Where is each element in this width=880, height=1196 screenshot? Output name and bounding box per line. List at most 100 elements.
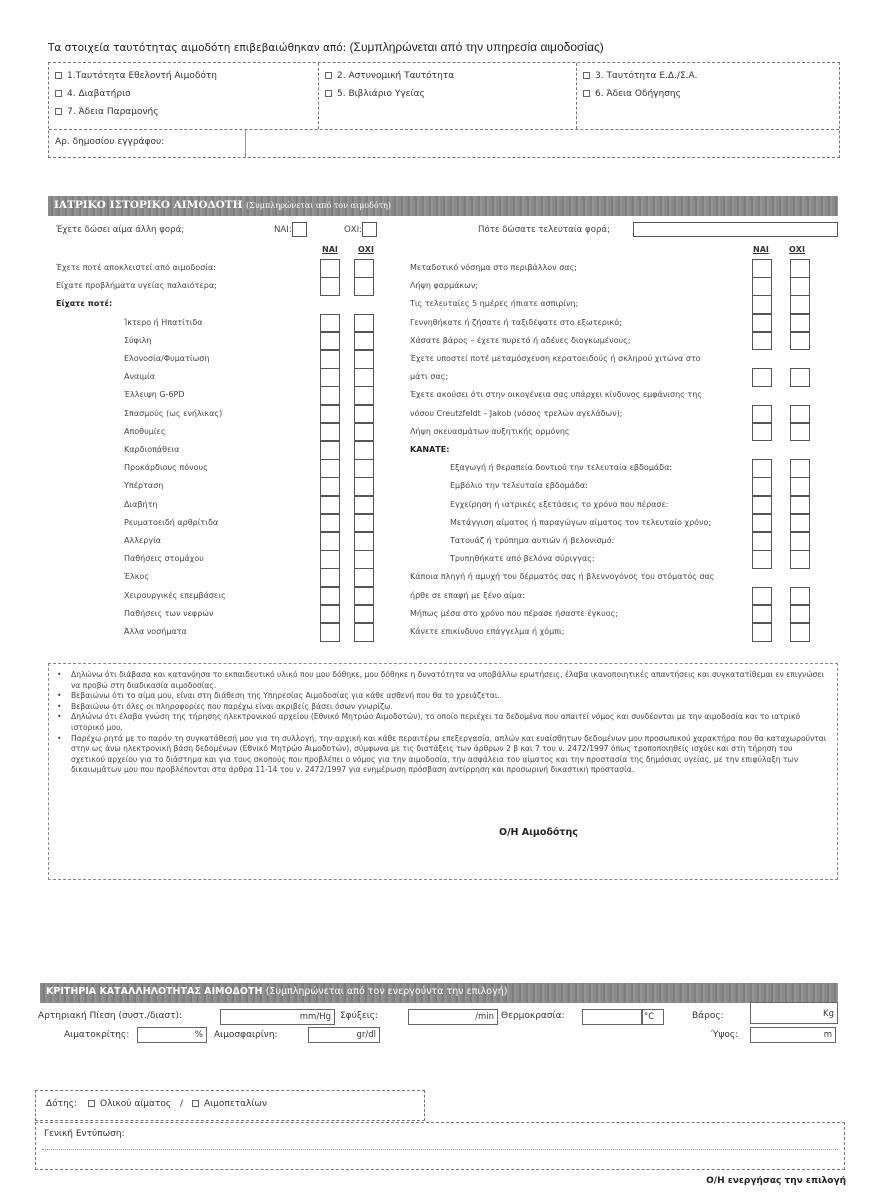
right_rows-no-checkbox[interactable]: [790, 550, 810, 569]
right_rows-yes-checkbox[interactable]: [752, 259, 772, 278]
left_rows-yes-checkbox[interactable]: [320, 477, 340, 497]
right_rows-yes-checkbox[interactable]: [752, 313, 772, 333]
checkbox-icon[interactable]: [55, 72, 62, 79]
left_rows-no-checkbox[interactable]: [354, 568, 374, 588]
right_rows-yes-checkbox[interactable]: [752, 550, 772, 569]
weight-input[interactable]: Kg: [750, 1002, 838, 1024]
left_rows-no-checkbox[interactable]: [354, 404, 374, 424]
right_rows-yes-checkbox[interactable]: [752, 532, 772, 551]
left_rows-yes-checkbox[interactable]: [320, 277, 340, 296]
left_rows-no-checkbox[interactable]: [354, 532, 374, 551]
checkbox-icon[interactable]: [55, 90, 62, 97]
hematocrit-input[interactable]: %: [137, 1027, 207, 1043]
identity-option[interactable]: 3. Ταυτότητα Ε.Δ./Σ.Α.: [583, 67, 833, 85]
right_rows-no-checkbox[interactable]: [790, 604, 810, 624]
right_rows-no-checkbox[interactable]: [790, 532, 810, 551]
checkbox-icon[interactable]: [325, 90, 332, 97]
left_rows-no-checkbox[interactable]: [354, 422, 374, 442]
left_rows-yes-checkbox[interactable]: [320, 404, 340, 424]
identity-option[interactable]: 2. Αστυνομική Ταυτότητα: [325, 67, 570, 85]
right_rows-yes-checkbox[interactable]: [752, 586, 772, 606]
left_rows-no-checkbox[interactable]: [354, 350, 374, 369]
identity-option[interactable]: 6. Άδεια Οδήγησης: [583, 85, 833, 103]
blood-pressure-input[interactable]: mm/Hg: [220, 1009, 335, 1025]
left_rows-no-checkbox[interactable]: [354, 495, 374, 515]
hemoglobin-input[interactable]: gr/dl: [308, 1027, 380, 1043]
right_rows-yes-checkbox[interactable]: [752, 459, 772, 478]
checkbox-icon[interactable]: [583, 72, 590, 79]
right_rows-yes-checkbox[interactable]: [752, 404, 772, 424]
donated-yes-checkbox[interactable]: [292, 222, 307, 237]
right_rows-no-checkbox[interactable]: [790, 313, 810, 333]
left_rows-yes-checkbox[interactable]: [320, 568, 340, 588]
left_rows-yes-checkbox[interactable]: [320, 513, 340, 533]
pulse-input[interactable]: /min: [408, 1009, 498, 1025]
right_rows-yes-checkbox[interactable]: [752, 513, 772, 533]
donated-no-checkbox[interactable]: [362, 222, 377, 237]
left_rows-yes-checkbox[interactable]: [320, 586, 340, 606]
right_rows-no-checkbox[interactable]: [790, 459, 810, 478]
right_rows-no-checkbox[interactable]: [790, 513, 810, 533]
doc-number-field[interactable]: [247, 130, 839, 158]
right_rows-no-checkbox[interactable]: [790, 404, 810, 424]
left_rows-no-checkbox[interactable]: [354, 550, 374, 569]
whole-blood-checkbox[interactable]: [87, 1100, 95, 1107]
right_rows-no-checkbox[interactable]: [790, 295, 810, 315]
height-input[interactable]: m: [750, 1027, 836, 1043]
identity-option[interactable]: 1.Ταυτότητα Εθελοντή Αιμοδότη: [55, 67, 312, 85]
general-impression-box[interactable]: Γενική Εντύπωση:: [35, 1122, 845, 1170]
identity-option[interactable]: 5. Βιβλιάριο Υγείας: [325, 85, 570, 103]
left_rows-yes-checkbox[interactable]: [320, 386, 340, 406]
left_rows-yes-checkbox[interactable]: [320, 422, 340, 442]
left_rows-no-checkbox[interactable]: [354, 313, 374, 333]
left_rows-no-checkbox[interactable]: [354, 477, 374, 497]
platelets-checkbox[interactable]: [191, 1100, 199, 1107]
left_rows-yes-checkbox[interactable]: [320, 623, 340, 642]
checkbox-icon[interactable]: [55, 108, 62, 115]
left_rows-yes-checkbox[interactable]: [320, 331, 340, 351]
left_rows-yes-checkbox[interactable]: [320, 459, 340, 478]
right_rows-yes-checkbox[interactable]: [752, 277, 772, 296]
last-donation-input[interactable]: [633, 222, 838, 237]
left_rows-yes-checkbox[interactable]: [320, 368, 340, 387]
checkbox-icon[interactable]: [325, 72, 332, 79]
identity-option[interactable]: 4. Διαβατήριο: [55, 85, 312, 103]
left_rows-no-checkbox[interactable]: [354, 331, 374, 351]
right_rows-yes-checkbox[interactable]: [752, 295, 772, 315]
right_rows-no-checkbox[interactable]: [790, 259, 810, 278]
left_rows-no-checkbox[interactable]: [354, 586, 374, 606]
left_rows-no-checkbox[interactable]: [354, 259, 374, 278]
left_rows-no-checkbox[interactable]: [354, 277, 374, 296]
left_rows-no-checkbox[interactable]: [354, 459, 374, 478]
right_rows-no-checkbox[interactable]: [790, 477, 810, 497]
left_rows-yes-checkbox[interactable]: [320, 532, 340, 551]
left_rows-yes-checkbox[interactable]: [320, 441, 340, 460]
left_rows-no-checkbox[interactable]: [354, 604, 374, 624]
right_rows-yes-checkbox[interactable]: [752, 331, 772, 351]
right_rows-yes-checkbox[interactable]: [752, 368, 772, 387]
right_rows-no-checkbox[interactable]: [790, 586, 810, 606]
right_rows-no-checkbox[interactable]: [790, 422, 810, 442]
left_rows-yes-checkbox[interactable]: [320, 350, 340, 369]
right_rows-yes-checkbox[interactable]: [752, 495, 772, 515]
right_rows-yes-checkbox[interactable]: [752, 604, 772, 624]
identity-option[interactable]: 7. Άδεια Παραμονής: [55, 103, 312, 121]
right_rows-no-checkbox[interactable]: [790, 495, 810, 515]
right_rows-no-checkbox[interactable]: [790, 277, 810, 296]
right_rows-no-checkbox[interactable]: [790, 368, 810, 387]
right_rows-yes-checkbox[interactable]: [752, 422, 772, 442]
left_rows-yes-checkbox[interactable]: [320, 550, 340, 569]
left_rows-no-checkbox[interactable]: [354, 441, 374, 460]
temperature-input[interactable]: [582, 1009, 642, 1025]
left_rows-yes-checkbox[interactable]: [320, 604, 340, 624]
right_rows-yes-checkbox[interactable]: [752, 623, 772, 642]
right_rows-no-checkbox[interactable]: [790, 623, 810, 642]
left_rows-no-checkbox[interactable]: [354, 513, 374, 533]
left_rows-yes-checkbox[interactable]: [320, 259, 340, 278]
left_rows-no-checkbox[interactable]: [354, 623, 374, 642]
checkbox-icon[interactable]: [583, 90, 590, 97]
left_rows-yes-checkbox[interactable]: [320, 313, 340, 333]
right_rows-yes-checkbox[interactable]: [752, 477, 772, 497]
left_rows-yes-checkbox[interactable]: [320, 495, 340, 515]
left_rows-no-checkbox[interactable]: [354, 368, 374, 387]
